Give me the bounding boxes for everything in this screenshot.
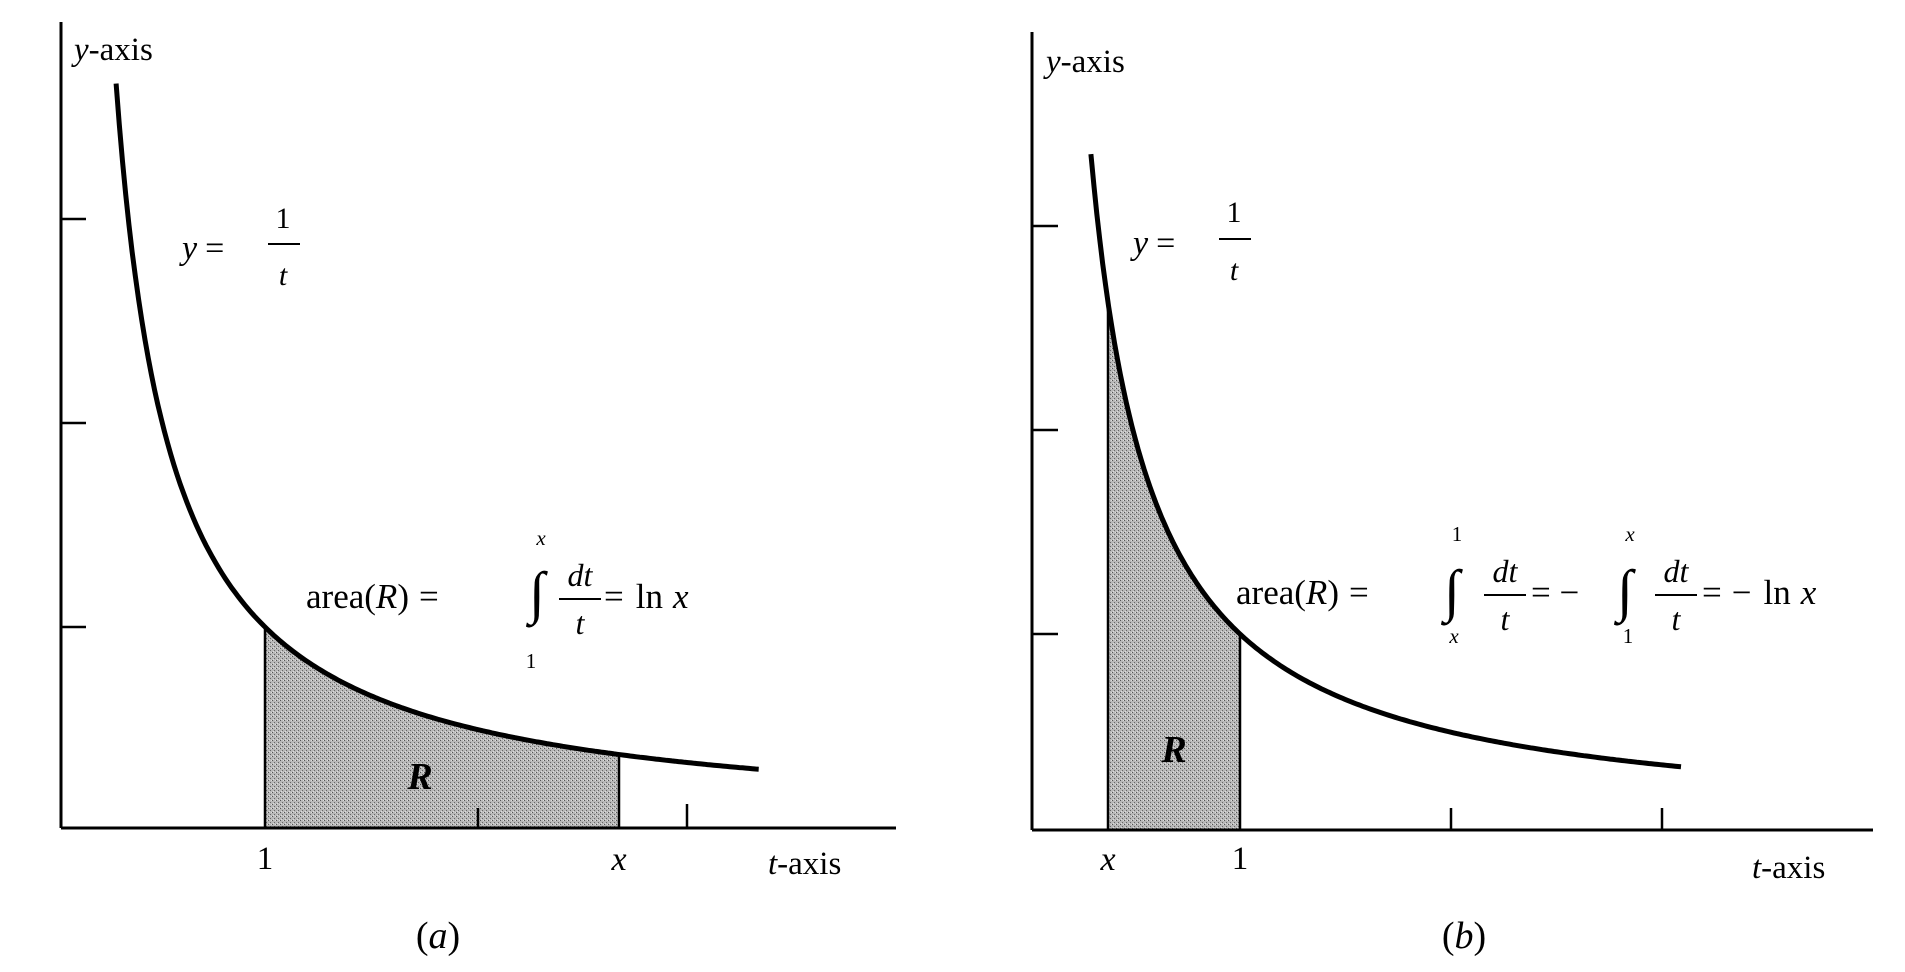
- svg-text:∫: ∫: [1440, 558, 1463, 626]
- curve-label-b: y = 1 t: [1130, 196, 1251, 287]
- svg-text:= −: = −: [1531, 573, 1579, 612]
- svg-text:t: t: [279, 259, 288, 292]
- svg-text:area(R)=: area(R) =: [306, 577, 439, 616]
- svg-text:1: 1: [1227, 196, 1242, 229]
- svg-text:x: x: [535, 526, 546, 550]
- tick-label-1-b: 1: [1232, 841, 1249, 877]
- svg-text:1: 1: [1623, 624, 1634, 648]
- caption-b: (b): [1442, 915, 1486, 957]
- tick-label-x-b: x: [1099, 841, 1115, 878]
- svg-text:dt: dt: [568, 557, 594, 593]
- svg-text:y=: y =: [1130, 225, 1175, 262]
- svg-text:y=: y =: [179, 230, 224, 267]
- svg-text:t: t: [1501, 601, 1511, 637]
- svg-text:area(R)=: area(R) =: [1236, 573, 1369, 612]
- svg-text:x: x: [1448, 624, 1459, 648]
- region-r-a: [263, 623, 621, 830]
- caption-a: (a): [416, 915, 460, 957]
- svg-text:t: t: [1672, 601, 1682, 637]
- tick-label-x-a: x: [610, 841, 626, 878]
- svg-text:t: t: [576, 605, 586, 641]
- region-label-b: R: [1160, 729, 1186, 771]
- curve-label-a: y = 1 t: [179, 202, 300, 292]
- svg-text:=lnx: = ln x: [604, 577, 689, 616]
- svg-text:∫: ∫: [525, 560, 548, 628]
- svg-text:dt: dt: [1493, 553, 1519, 589]
- svg-text:=−lnx: = − ln x: [1702, 573, 1817, 612]
- t-axis-label-a: t-axis: [768, 846, 841, 882]
- tick-label-1-a: 1: [257, 841, 274, 877]
- curve-a: [113, 83, 759, 772]
- area-formula-a: area(R) = ∫ x 1 dt t = ln x: [306, 526, 689, 673]
- panel-b: y-axis t-axis x 1 y = 1 t R area(R) = ∫ 1 …: [1030, 32, 1873, 957]
- y-axis-label-b: y-axis: [1043, 44, 1125, 80]
- area-formula-b: area(R) = ∫ 1 x dt t = − ∫ x 1 dt t = − ln x: [1236, 522, 1817, 648]
- svg-text:1: 1: [276, 202, 291, 235]
- svg-text:1: 1: [526, 649, 537, 673]
- y-axis-label-a: y-axis: [71, 32, 153, 68]
- svg-text:∫: ∫: [1613, 558, 1636, 626]
- svg-text:x: x: [1624, 522, 1635, 546]
- svg-text:t: t: [1230, 254, 1239, 287]
- panel-a: y-axis t-axis 1 x y = 1 t R area(R) = ∫ x …: [59, 22, 896, 957]
- svg-text:1: 1: [1452, 522, 1463, 546]
- region-label-a: R: [406, 756, 432, 798]
- curve-b: [1088, 153, 1682, 770]
- svg-text:dt: dt: [1664, 553, 1690, 589]
- t-axis-label-b: t-axis: [1752, 850, 1825, 886]
